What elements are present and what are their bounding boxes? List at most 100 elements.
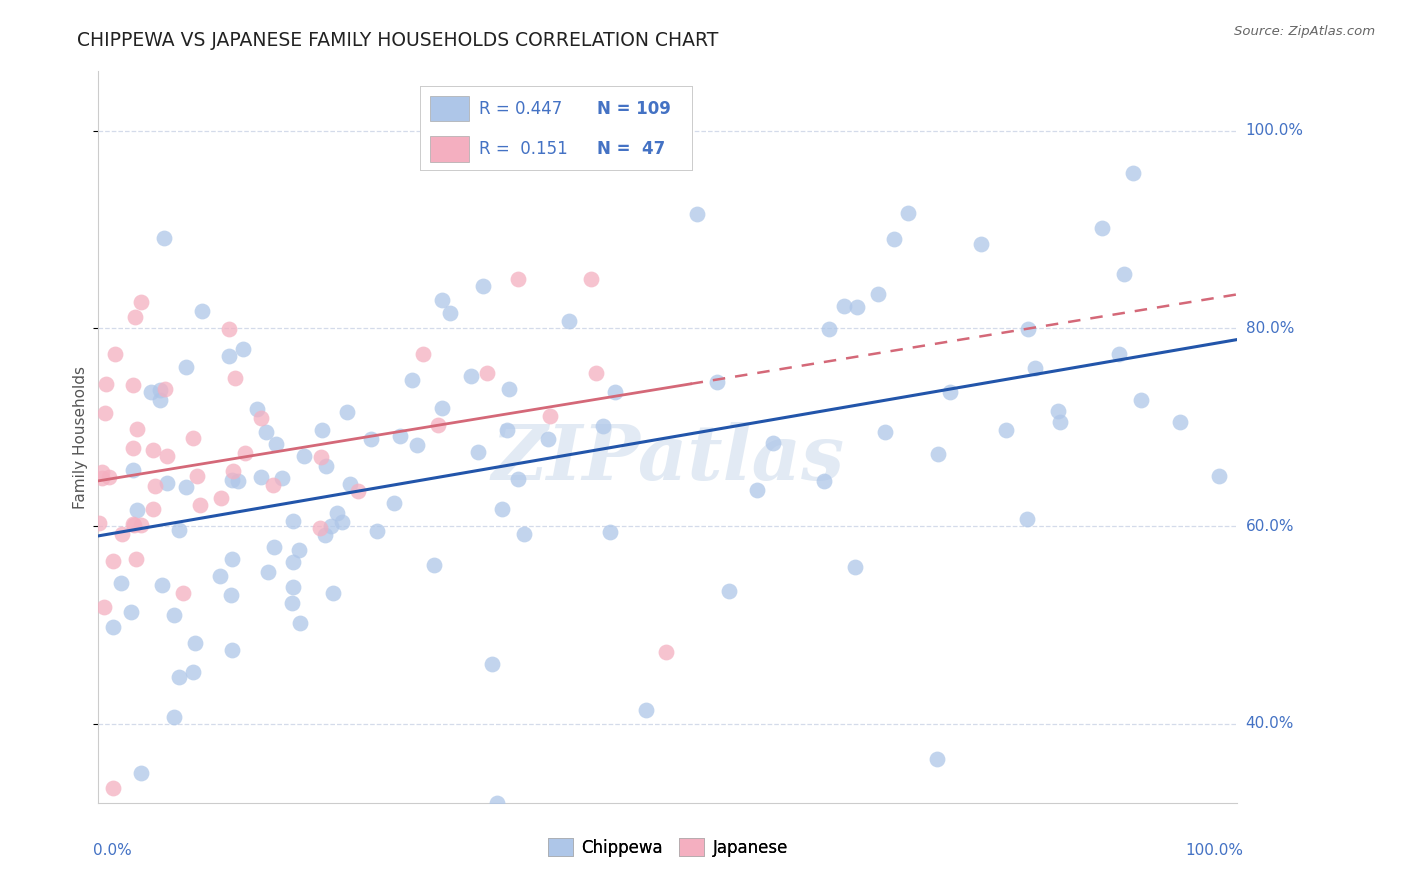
Point	[1208, 468, 1230, 483]
Point	[93, 599, 115, 614]
Point	[96, 376, 118, 391]
Point	[330, 515, 353, 529]
Point	[221, 643, 243, 657]
Point	[558, 314, 581, 328]
Point	[101, 554, 124, 568]
Point	[844, 559, 866, 574]
Point	[250, 470, 273, 484]
Point	[281, 596, 304, 610]
Point	[401, 373, 423, 387]
FancyBboxPatch shape	[430, 96, 468, 121]
Point	[745, 483, 768, 498]
Text: CHIPPEWA VS JAPANESE FAMILY HOUSEHOLDS CORRELATION CHART: CHIPPEWA VS JAPANESE FAMILY HOUSEHOLDS C…	[77, 31, 718, 50]
Point	[249, 410, 271, 425]
Point	[706, 375, 728, 389]
Point	[188, 498, 211, 512]
Point	[1168, 415, 1191, 429]
Point	[232, 342, 254, 356]
Point	[834, 299, 856, 313]
Point	[496, 423, 519, 437]
Point	[122, 441, 145, 455]
Point	[264, 437, 287, 451]
Point	[1046, 404, 1069, 418]
Point	[513, 527, 536, 541]
Point	[172, 586, 194, 600]
Point	[221, 588, 243, 602]
Point	[209, 491, 232, 505]
Point	[432, 293, 454, 308]
Point	[311, 450, 333, 465]
Point	[389, 429, 412, 443]
Point	[427, 418, 450, 433]
Point	[283, 555, 305, 569]
Point	[94, 406, 117, 420]
Point	[873, 425, 896, 439]
Text: 0.0%: 0.0%	[93, 843, 132, 858]
Point	[506, 272, 529, 286]
Point	[405, 438, 427, 452]
Point	[167, 670, 190, 684]
Point	[498, 383, 520, 397]
Point	[477, 366, 499, 380]
Point	[181, 665, 204, 679]
Point	[326, 506, 349, 520]
Point	[127, 422, 149, 436]
Point	[176, 480, 198, 494]
Point	[927, 751, 949, 765]
Point	[311, 423, 333, 437]
Point	[98, 469, 121, 483]
Y-axis label: Family Households: Family Households	[73, 366, 87, 508]
Point	[110, 575, 132, 590]
Point	[246, 401, 269, 416]
Point	[846, 300, 869, 314]
Point	[90, 471, 112, 485]
Point	[129, 518, 152, 533]
Point	[103, 620, 125, 634]
Point	[174, 359, 197, 374]
Point	[969, 237, 991, 252]
Point	[218, 349, 240, 363]
Text: R = 0.447: R = 0.447	[479, 100, 562, 118]
Legend: Chippewa, Japanese: Chippewa, Japanese	[548, 838, 787, 856]
Point	[1122, 166, 1144, 180]
Point	[121, 378, 143, 392]
Point	[257, 565, 280, 579]
Text: 100.0%: 100.0%	[1246, 123, 1303, 138]
Point	[121, 517, 143, 532]
Point	[156, 449, 179, 463]
Point	[322, 585, 344, 599]
Point	[101, 780, 124, 795]
Point	[321, 519, 343, 533]
Point	[346, 484, 368, 499]
Text: N = 109: N = 109	[596, 100, 671, 118]
Point	[181, 431, 204, 445]
Point	[599, 525, 621, 540]
Point	[149, 392, 172, 407]
Point	[288, 615, 311, 630]
Point	[91, 465, 114, 479]
Point	[360, 432, 382, 446]
Point	[762, 436, 785, 450]
Point	[124, 310, 146, 324]
Point	[439, 306, 461, 320]
Point	[233, 445, 256, 459]
Point	[579, 272, 602, 286]
Point	[186, 469, 208, 483]
Point	[125, 502, 148, 516]
Point	[1017, 321, 1039, 335]
Point	[149, 383, 172, 397]
Point	[221, 552, 243, 566]
Point	[283, 515, 305, 529]
Point	[718, 583, 741, 598]
Point	[122, 518, 145, 533]
Point	[145, 479, 167, 493]
Point	[224, 371, 246, 385]
Point	[184, 636, 207, 650]
Point	[506, 472, 529, 486]
Point	[262, 478, 284, 492]
Point	[994, 423, 1017, 437]
Point	[87, 516, 110, 530]
Point	[162, 607, 184, 622]
Point	[169, 523, 191, 537]
Text: R =  0.151: R = 0.151	[479, 140, 568, 158]
